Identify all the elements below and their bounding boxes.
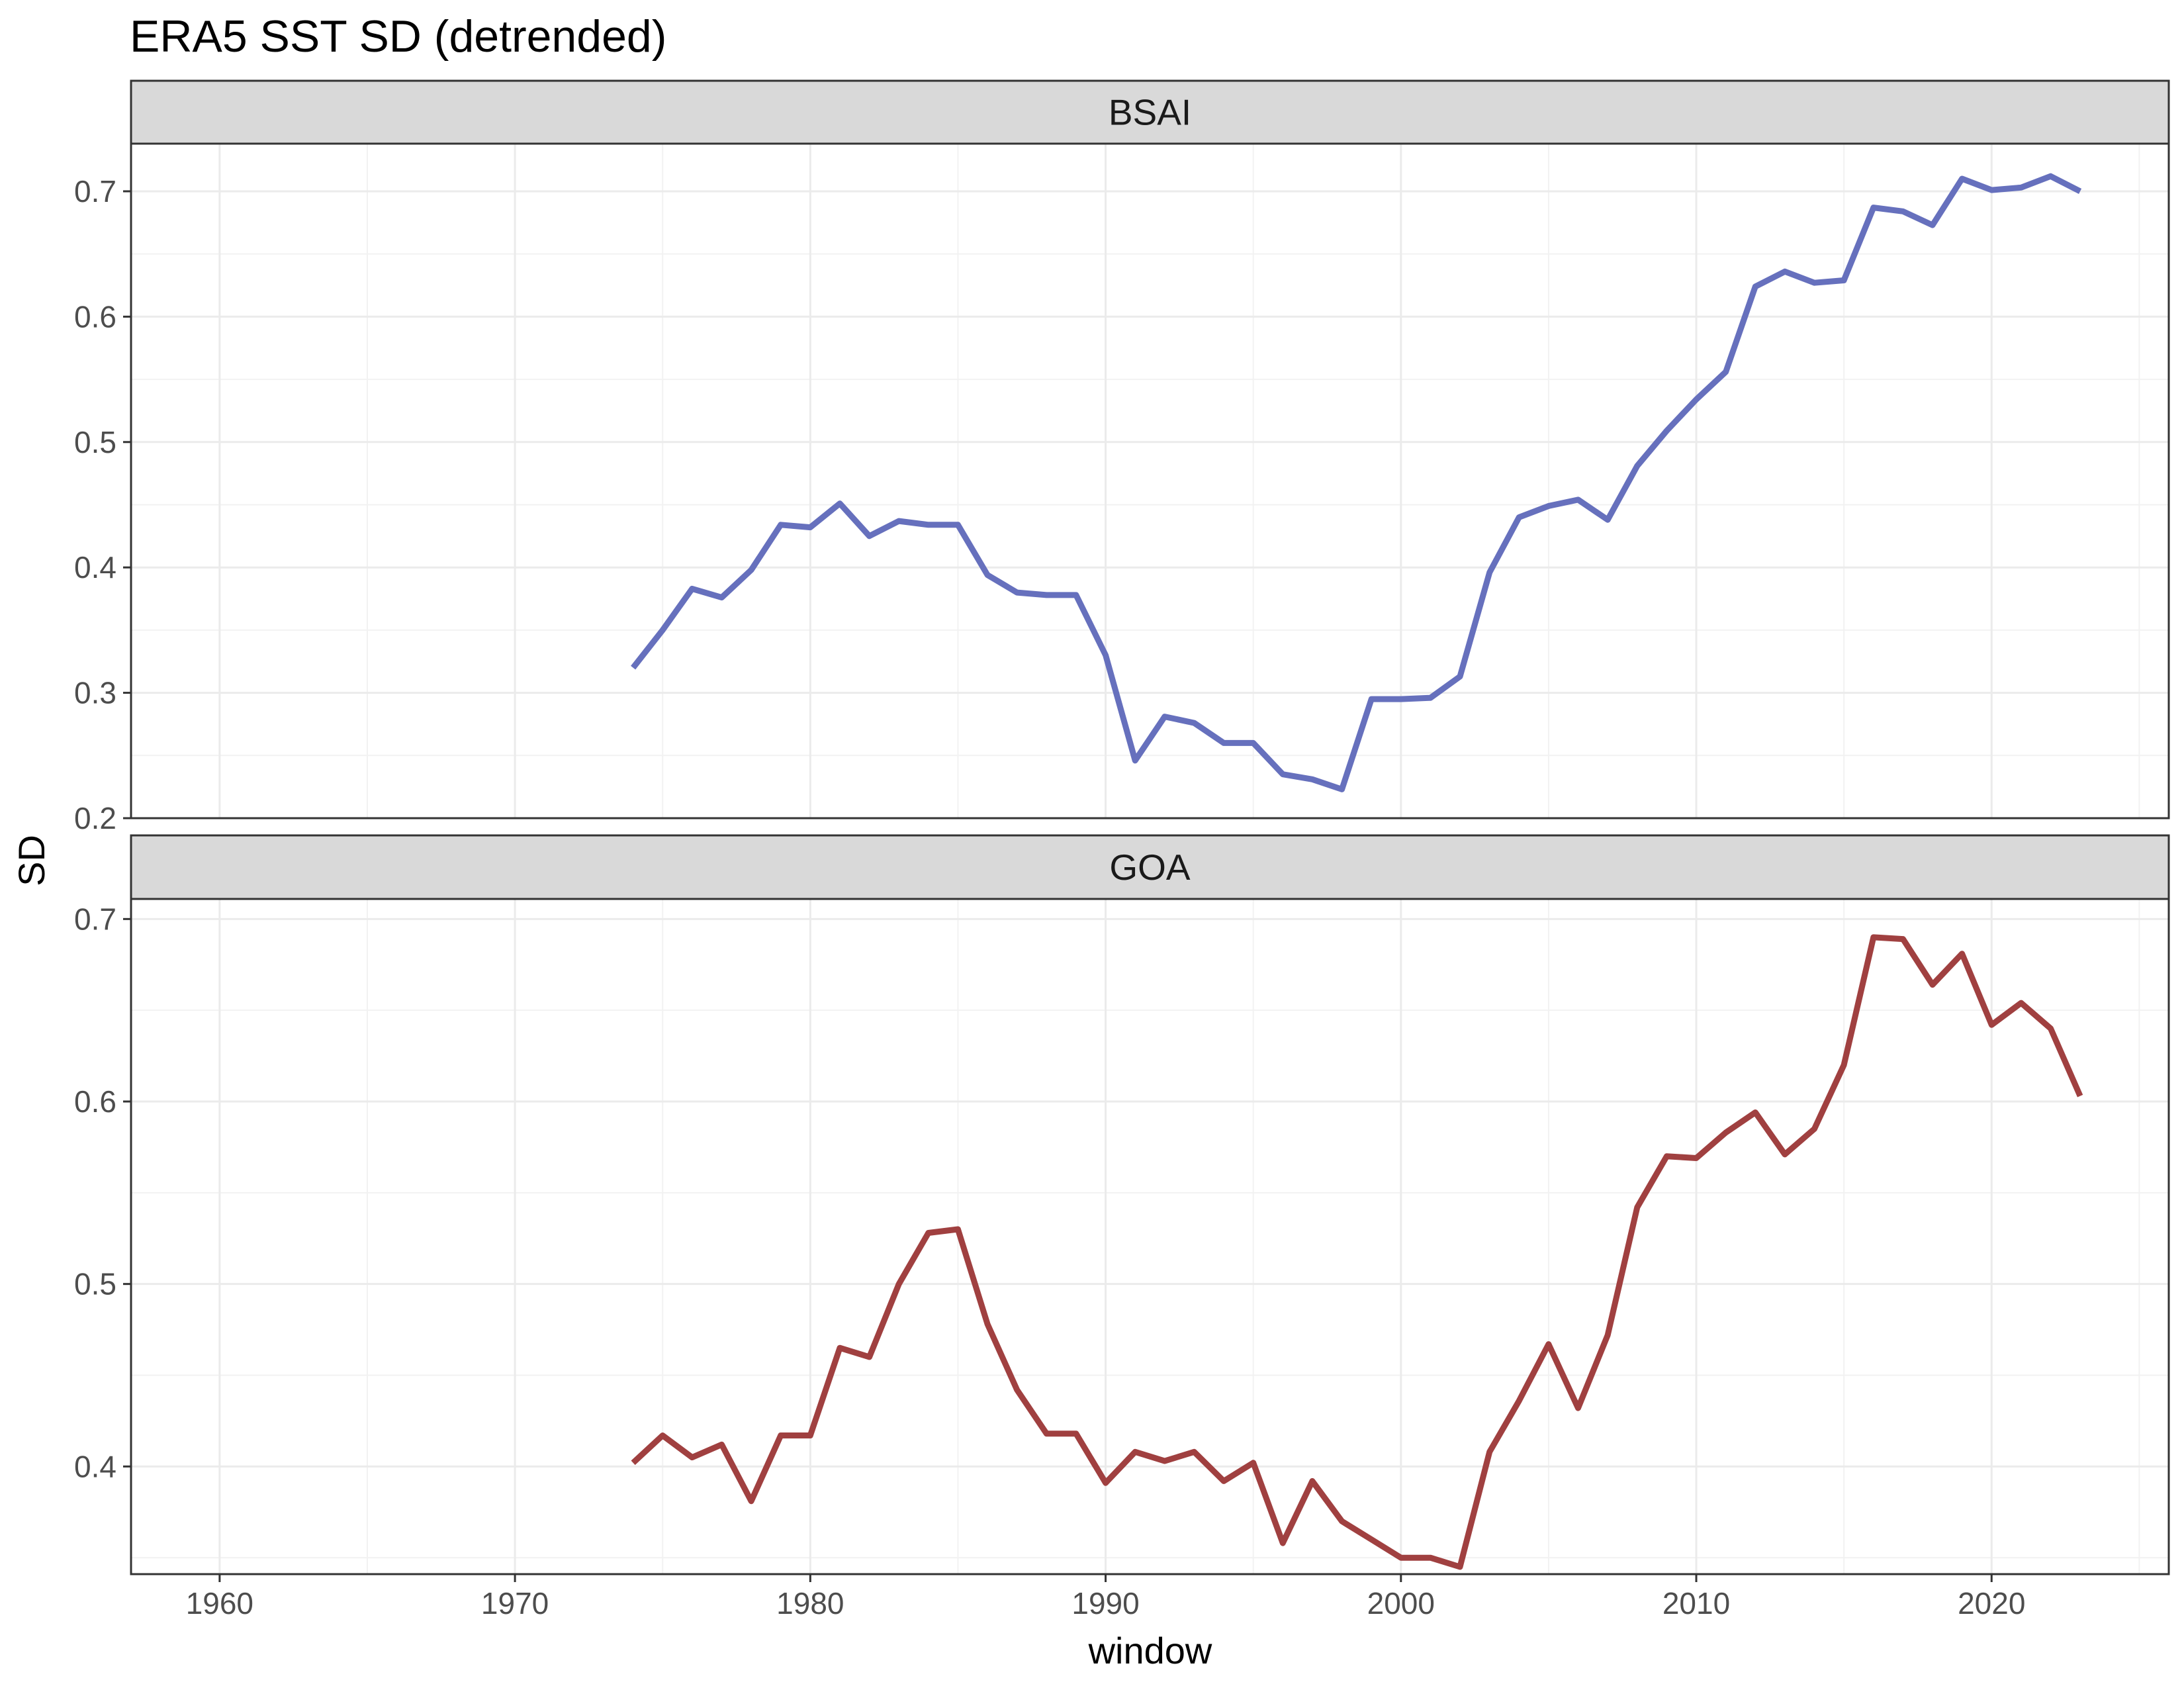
panel-goa: 0.4 0.5 0.6 0.7 GOA (74, 834, 2170, 1575)
y-tick-label: 0.5 (74, 425, 116, 459)
x-axis-title: window (1088, 1630, 1212, 1671)
x-tick-label: 1990 (1071, 1586, 1139, 1620)
y-tick-label: 0.2 (74, 801, 116, 835)
x-tick-label: 2020 (1958, 1586, 2025, 1620)
facet-strip (130, 79, 2170, 145)
series-line-goa (631, 934, 2083, 1570)
y-tick-label: 0.6 (74, 1084, 116, 1119)
x-tick-label: 2010 (1662, 1586, 1730, 1620)
panels: 0.2 0.3 0.4 0.5 0.6 0.7 BSAI 0.4 0.5 0.6 0.7 GOA (74, 79, 2170, 1575)
y-tick-label: 0.5 (74, 1267, 116, 1301)
y-tick-label: 0.4 (74, 1449, 116, 1483)
panel-bsai: 0.2 0.3 0.4 0.5 0.6 0.7 BSAI (74, 79, 2170, 835)
series-line-bsai (631, 173, 2082, 792)
chart-title: ERA5 SST SD (detrended) (130, 11, 666, 62)
x-axis: 1960 1970 1980 1990 2000 2010 2020 (186, 1574, 2025, 1620)
x-tick-label: 2000 (1367, 1586, 1435, 1620)
x-tick-label: 1960 (186, 1586, 253, 1620)
facet-strip-label: BSAI (1109, 92, 1191, 133)
y-axis-title: SD (11, 835, 52, 886)
y-tick-label: 0.7 (74, 902, 116, 936)
y-tick-label: 0.7 (74, 174, 116, 209)
panel-background (131, 899, 2169, 1574)
panel-background (131, 144, 2169, 818)
x-tick-label: 1980 (776, 1586, 844, 1620)
y-tick-label: 0.4 (74, 550, 116, 585)
facet-strip (130, 834, 2170, 900)
y-tick-label: 0.3 (74, 676, 116, 710)
x-tick-label: 1970 (481, 1586, 549, 1620)
facet-strip-label: GOA (1109, 847, 1191, 888)
y-tick-label: 0.6 (74, 299, 116, 334)
